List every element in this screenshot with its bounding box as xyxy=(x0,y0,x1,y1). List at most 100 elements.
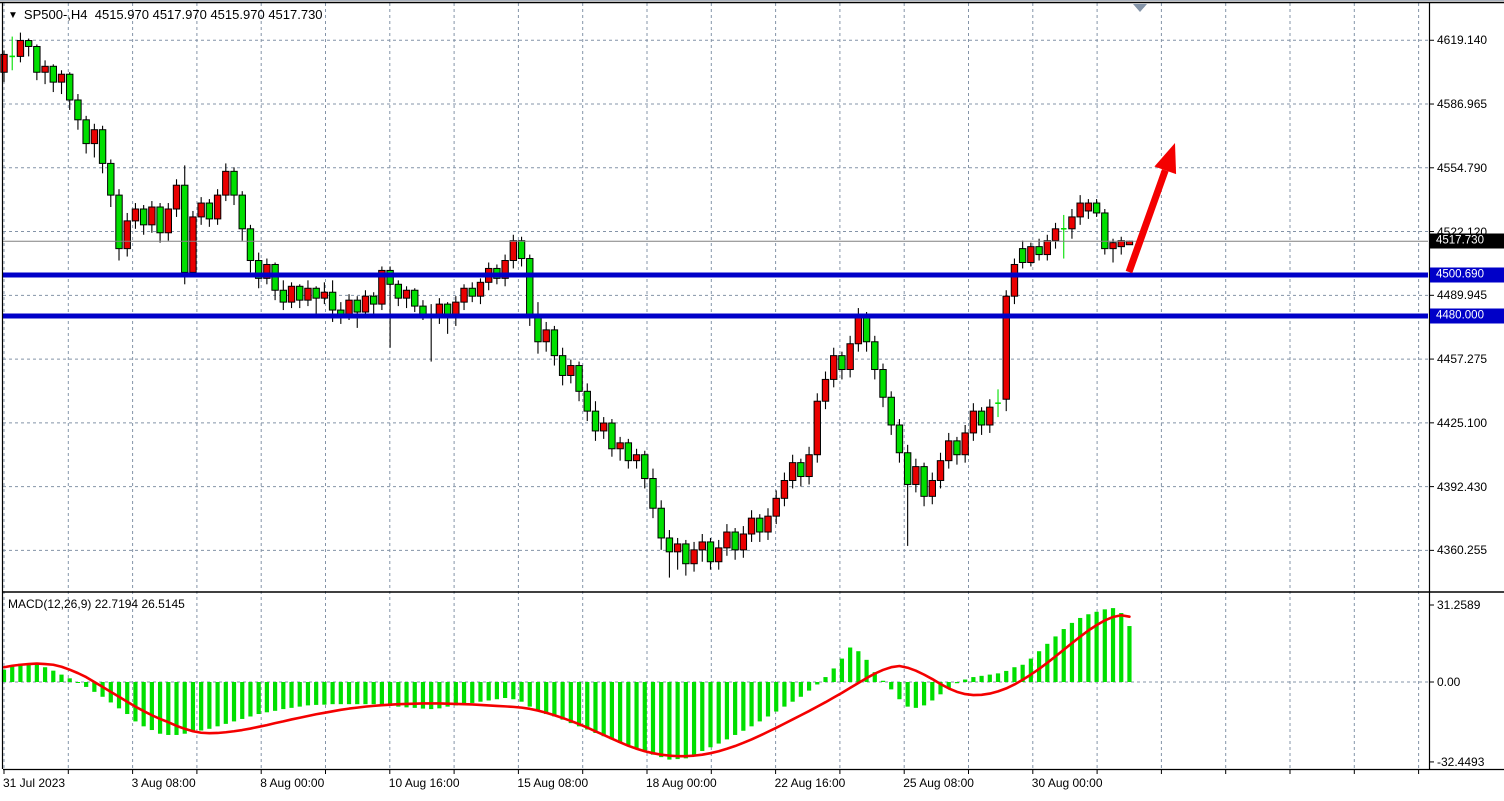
macd-histogram-bar xyxy=(141,682,146,727)
bullish-candle-body xyxy=(690,549,698,565)
macd-histogram-bar xyxy=(963,679,968,682)
bearish-candle-body xyxy=(115,194,123,250)
macd-histogram-bar xyxy=(954,682,960,684)
price-tick-label: 4392.430 xyxy=(1437,479,1488,494)
bearish-candle-body xyxy=(1101,212,1109,250)
macd-histogram-bar xyxy=(987,674,992,682)
macd-histogram-bar xyxy=(552,682,557,717)
bullish-candle-body xyxy=(222,170,230,196)
bearish-candle-body xyxy=(624,442,633,462)
bullish-candle-body xyxy=(813,400,821,456)
bullish-candle-body xyxy=(788,462,797,481)
bullish-candle-body xyxy=(509,240,518,262)
bearish-candle-body xyxy=(608,422,616,450)
level-price-tag-4480: 4480.000 xyxy=(1430,308,1504,324)
macd-histogram-bar xyxy=(872,672,877,682)
bullish-candle-body xyxy=(148,206,156,226)
trend-arrow-shaft[interactable] xyxy=(1125,169,1169,274)
macd-histogram-bar xyxy=(355,682,360,705)
macd-histogram-bar xyxy=(1004,670,1009,682)
macd-histogram-bar xyxy=(272,682,278,711)
price-tick-label: 4425.100 xyxy=(1437,415,1488,430)
macd-histogram-bar xyxy=(34,664,39,682)
macd-histogram-bar xyxy=(930,682,935,701)
macd-histogram-bar xyxy=(215,682,220,727)
macd-histogram-bar xyxy=(1061,629,1066,682)
macd-signal-value: 26.5145 xyxy=(141,597,185,611)
macd-histogram-bar xyxy=(1086,614,1091,682)
macd-histogram-bar xyxy=(10,666,15,682)
macd-histogram-bar xyxy=(420,682,426,709)
macd-histogram-bar xyxy=(1053,636,1058,682)
macd-histogram-bar xyxy=(461,682,467,705)
macd-histogram-bar xyxy=(609,682,615,740)
bullish-candle-body xyxy=(928,479,936,497)
macd-histogram-bar xyxy=(568,682,573,724)
macd-histogram-bar xyxy=(675,682,680,760)
macd-histogram-bar xyxy=(708,682,713,748)
bearish-candle-body xyxy=(74,99,82,121)
bearish-candle-body xyxy=(411,289,419,307)
macd-histogram-bar xyxy=(305,682,311,706)
macd-histogram-bar xyxy=(733,682,738,735)
collapse-ohlc-icon[interactable]: ▼ xyxy=(8,10,18,21)
macd-histogram-bar xyxy=(470,682,475,703)
macd-histogram-bar xyxy=(18,663,23,682)
macd-histogram-bar xyxy=(691,682,697,755)
chart-shift-marker-icon[interactable] xyxy=(1133,4,1147,12)
macd-histogram-bar xyxy=(166,682,171,735)
macd-histogram-bar xyxy=(67,678,72,682)
macd-histogram-bar xyxy=(248,682,253,717)
bullish-candle-body xyxy=(402,289,411,299)
macd-histogram-bar xyxy=(889,682,894,690)
bearish-candle-body xyxy=(583,390,591,412)
macd-histogram-bar xyxy=(256,682,261,715)
macd-histogram-bar xyxy=(527,682,532,707)
bearish-candle-body xyxy=(205,202,214,220)
macd-histogram-bar xyxy=(716,682,721,744)
macd-histogram-bar xyxy=(815,682,820,685)
macd-histogram-bar xyxy=(1094,611,1099,682)
macd-histogram-bar xyxy=(207,682,212,729)
bullish-candle-body xyxy=(460,287,468,303)
macd-histogram-bar xyxy=(314,682,319,705)
macd-histogram-bar xyxy=(281,682,286,710)
bullish-candle-body xyxy=(936,460,945,481)
macd-histogram-bar xyxy=(757,682,762,722)
macd-histogram-bar xyxy=(806,682,812,691)
bearish-candle-body xyxy=(328,291,337,311)
macd-histogram-bar xyxy=(700,682,705,751)
bullish-candle-body xyxy=(723,531,731,549)
bullish-candle-body xyxy=(287,285,296,303)
bullish-candle-body xyxy=(821,378,830,402)
macd-histogram-bar xyxy=(1127,626,1132,682)
macd-histogram-bar xyxy=(92,682,97,692)
bullish-candle-body xyxy=(1002,295,1010,400)
bullish-candle-body xyxy=(1010,263,1019,297)
bearish-candle-body xyxy=(665,537,674,553)
macd-histogram-bar xyxy=(535,682,541,711)
macd-histogram-bar xyxy=(782,682,787,707)
macd-histogram-bar xyxy=(338,682,343,705)
bearish-candle-body xyxy=(887,396,895,426)
macd-histogram-bar xyxy=(839,658,845,682)
bearish-candle-body xyxy=(254,260,263,279)
bullish-candle-body xyxy=(1109,242,1117,250)
bearish-candle-body xyxy=(33,45,41,73)
macd-histogram-bar xyxy=(946,682,951,689)
macd-histogram-bar xyxy=(741,682,746,731)
macd-histogram-bar xyxy=(1110,608,1116,682)
price-tick-label: 4619.140 xyxy=(1437,33,1488,48)
bearish-candle-body xyxy=(1092,202,1101,214)
price-tick-label: 4457.275 xyxy=(1437,352,1488,367)
macd-histogram-bar xyxy=(264,682,269,713)
macd-tick-label: -32.4493 xyxy=(1437,754,1485,769)
trend-arrow-head[interactable] xyxy=(1154,143,1177,175)
macd-histogram-bar xyxy=(634,682,639,749)
bullish-candle-body xyxy=(172,184,181,210)
bearish-candle-body xyxy=(558,355,567,376)
macd-histogram-bar xyxy=(396,682,401,707)
bullish-candle-body xyxy=(698,541,706,551)
macd-histogram-bar xyxy=(289,682,294,708)
